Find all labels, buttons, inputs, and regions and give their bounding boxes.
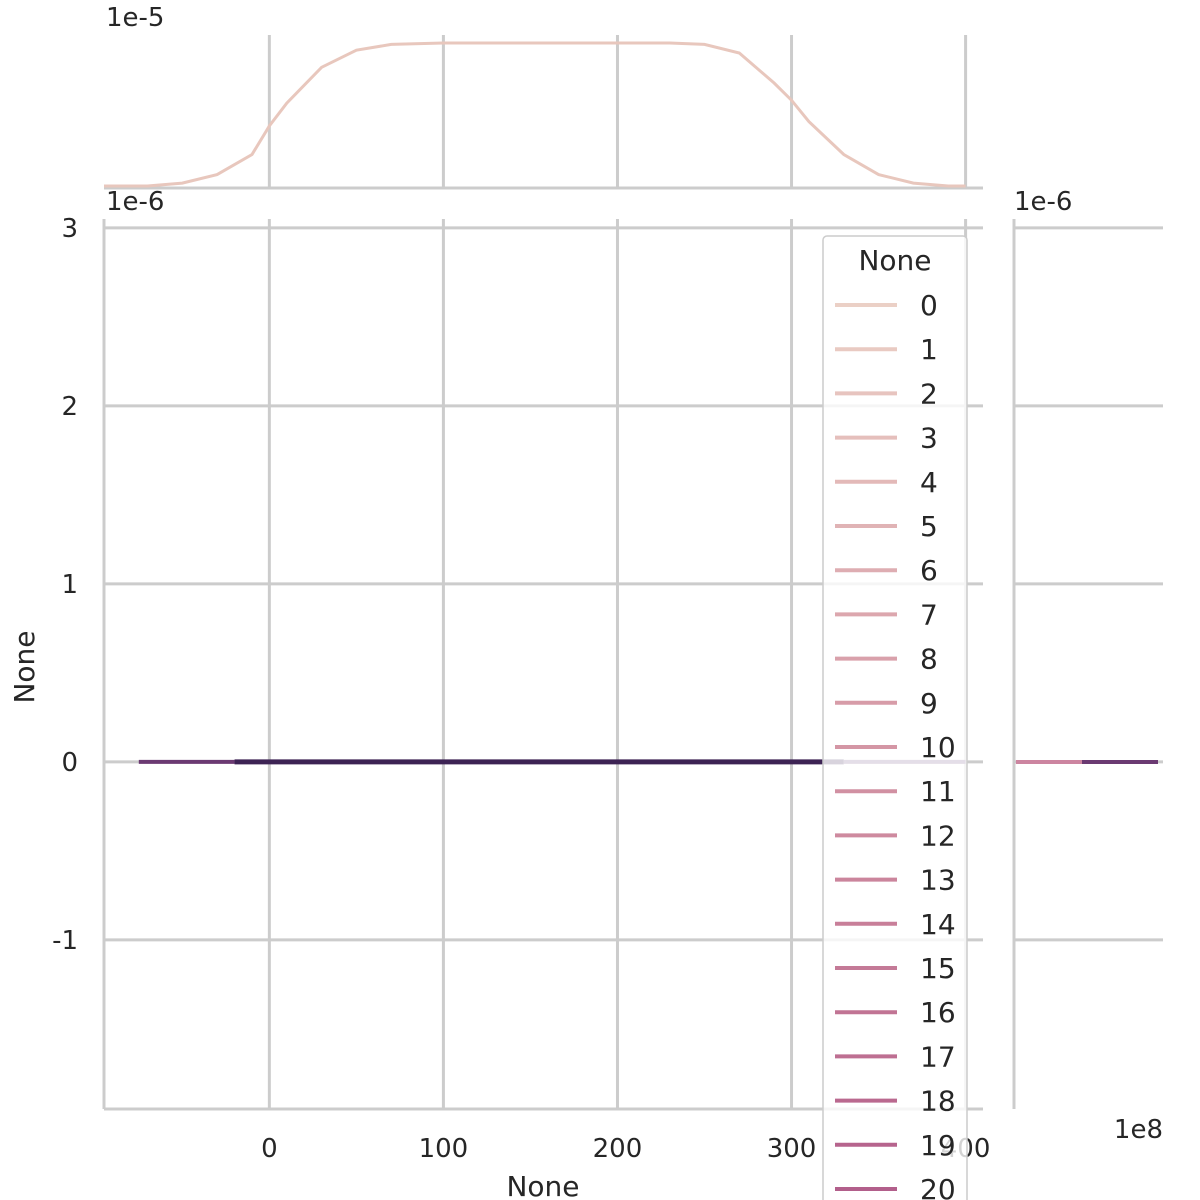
legend-label: 9 (920, 687, 938, 720)
legend-label: 11 (920, 775, 956, 808)
marginal-y-offset-label: 1e-6 (1014, 187, 1072, 217)
y-tick-label: -1 (52, 926, 78, 956)
legend-label: 16 (920, 996, 956, 1029)
x-axis-label: None (506, 1170, 579, 1200)
marginal-y-panel: 1e-6 1e8 (1012, 187, 1163, 1145)
legend-label: 0 (920, 289, 938, 322)
legend-label: 15 (920, 952, 956, 985)
y-tick-label: 0 (61, 748, 78, 778)
legend-frame (822, 235, 968, 1200)
legend-label: 10 (920, 731, 956, 764)
legend-label: 13 (920, 864, 956, 897)
x-tick-label: 100 (419, 1134, 469, 1164)
legend-title: None (858, 244, 931, 277)
marginal-x-panel: 1e-5 (104, 3, 983, 190)
y-axis-label: None (8, 630, 41, 703)
legend-label: 14 (920, 908, 956, 941)
x-tick-label: 200 (593, 1134, 643, 1164)
legend-label: 3 (920, 422, 938, 455)
legend-label: 5 (920, 510, 938, 543)
y-tick-label: 2 (61, 392, 78, 422)
y-tick-label: 1 (61, 570, 78, 600)
legend-label: 8 (920, 643, 938, 676)
marginal-x-density-line (104, 41, 966, 188)
legend-label: 12 (920, 819, 956, 852)
marginal-x-offset-label: 1e-5 (106, 3, 164, 33)
legend-label: 2 (920, 377, 938, 410)
legend-label: 17 (920, 1040, 956, 1073)
legend-label: 18 (920, 1085, 956, 1118)
legend-label: 4 (920, 466, 938, 499)
marginal-y-x-offset-label: 1e8 (1114, 1115, 1163, 1145)
x-tick-label: 0 (261, 1134, 278, 1164)
legend-label: 19 (920, 1129, 956, 1162)
legend-label: 6 (920, 554, 938, 587)
legend-label: 20 (920, 1173, 956, 1200)
legend-label: 7 (920, 598, 938, 631)
legend-label: 1 (920, 333, 938, 366)
x-tick-label: 300 (767, 1134, 817, 1164)
joint-y-offset-label: 1e-6 (106, 187, 164, 217)
y-tick-label: 3 (61, 214, 78, 244)
